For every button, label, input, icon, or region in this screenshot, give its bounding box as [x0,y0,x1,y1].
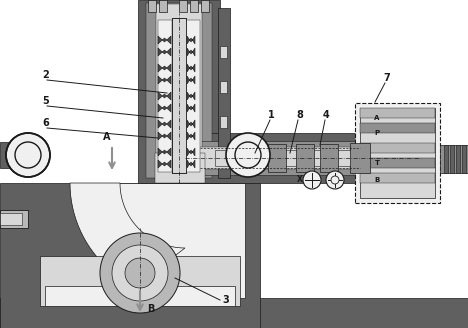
Polygon shape [360,173,435,183]
Text: X: X [297,175,303,184]
Polygon shape [360,108,435,198]
Polygon shape [360,108,435,118]
Polygon shape [187,132,195,140]
Polygon shape [320,144,338,172]
Text: 4: 4 [323,110,330,120]
Polygon shape [218,8,230,178]
Text: 6: 6 [42,118,49,128]
Polygon shape [350,143,370,173]
Circle shape [15,142,41,168]
Polygon shape [195,147,350,169]
Polygon shape [268,144,286,172]
Text: P: P [374,130,380,136]
Polygon shape [450,145,454,173]
Polygon shape [187,76,195,84]
Polygon shape [158,64,171,72]
Polygon shape [179,0,187,12]
Polygon shape [186,20,200,172]
Circle shape [112,245,168,301]
Polygon shape [158,48,171,56]
Polygon shape [187,64,195,72]
Polygon shape [0,142,30,168]
Polygon shape [355,103,440,203]
Polygon shape [220,151,227,163]
Circle shape [235,142,261,168]
Polygon shape [220,46,227,58]
Polygon shape [220,81,227,93]
Polygon shape [462,145,466,173]
Polygon shape [215,150,360,166]
Polygon shape [0,183,260,328]
Polygon shape [187,36,195,44]
Polygon shape [40,256,240,306]
Polygon shape [456,145,460,173]
Polygon shape [158,120,171,128]
Polygon shape [146,3,212,178]
Polygon shape [158,132,171,140]
Polygon shape [158,20,172,172]
Text: 8: 8 [296,110,303,120]
Polygon shape [187,148,195,156]
Polygon shape [444,145,448,173]
Polygon shape [360,143,435,153]
Circle shape [125,258,155,288]
Polygon shape [0,213,22,225]
Circle shape [100,233,180,313]
Polygon shape [158,104,171,112]
Text: 1: 1 [268,110,275,120]
Polygon shape [187,104,195,112]
Circle shape [226,133,270,177]
Text: 3: 3 [222,295,229,305]
Polygon shape [190,0,198,12]
Polygon shape [190,141,355,175]
Polygon shape [158,76,171,84]
Polygon shape [440,145,468,173]
Text: 5: 5 [42,96,49,106]
Polygon shape [159,0,167,12]
Polygon shape [70,183,185,298]
Polygon shape [158,148,171,156]
Polygon shape [187,120,195,128]
Circle shape [331,176,339,184]
Text: A: A [103,132,110,142]
Polygon shape [187,48,195,56]
Polygon shape [172,18,186,173]
Polygon shape [148,0,156,12]
Polygon shape [240,144,258,172]
Polygon shape [220,116,227,128]
Polygon shape [187,92,195,100]
Polygon shape [201,0,209,12]
Text: B: B [147,304,154,314]
Polygon shape [0,210,28,228]
Polygon shape [360,123,435,133]
Text: 2: 2 [42,70,49,80]
Polygon shape [185,133,360,183]
Circle shape [6,133,50,177]
Polygon shape [158,92,171,100]
Polygon shape [360,158,435,168]
Polygon shape [138,0,220,183]
Polygon shape [0,298,468,328]
Polygon shape [155,153,205,183]
Polygon shape [296,144,314,172]
Polygon shape [172,18,186,173]
Text: T: T [374,160,380,166]
Text: 7: 7 [383,73,390,83]
Polygon shape [187,160,195,168]
Circle shape [326,171,344,189]
Text: A: A [374,115,380,121]
Polygon shape [156,4,202,175]
Circle shape [303,171,321,189]
Polygon shape [158,160,171,168]
Text: B: B [374,177,380,183]
Polygon shape [110,183,245,298]
Polygon shape [158,36,171,44]
Polygon shape [45,286,235,306]
